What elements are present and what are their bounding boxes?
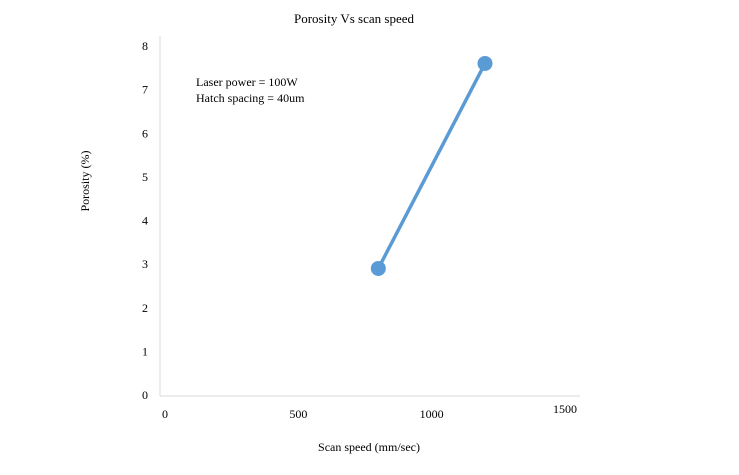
y-tick-label-0: 0 <box>142 388 148 402</box>
annotation-hatch-spacing: Hatch spacing = 40um <box>196 91 305 105</box>
series-line-0 <box>376 61 487 271</box>
y-tick-label-1: 1 <box>142 344 148 358</box>
y-tick-label-8: 8 <box>142 39 148 53</box>
y-axis-label: Porosity (%) <box>78 151 92 212</box>
x-tick-label-500: 500 <box>289 407 307 421</box>
x-tick-label-0: 0 <box>162 407 168 421</box>
y-tick-label-7: 7 <box>142 83 148 97</box>
data-point-0-0 <box>370 260 386 276</box>
y-tick-label-6: 6 <box>142 126 148 140</box>
y-tick-label-3: 3 <box>142 257 148 271</box>
chart-title: Porosity Vs scan speed <box>294 11 415 26</box>
x-tick-label-1500: 1500 <box>553 402 577 416</box>
data-point-0-1 <box>477 55 493 71</box>
y-tick-labels: 0 1 2 3 4 5 6 7 8 <box>142 39 148 402</box>
x-tick-labels: 0 500 1000 1500 <box>162 402 577 421</box>
y-tick-label-5: 5 <box>142 170 148 184</box>
x-tick-label-1000: 1000 <box>420 407 444 421</box>
y-tick-label-4: 4 <box>142 214 148 228</box>
x-axis-label: Scan speed (mm/sec) <box>318 440 420 454</box>
y-tick-label-2: 2 <box>142 301 148 315</box>
annotation-laser-power: Laser power = 100W <box>196 75 298 89</box>
series-layer <box>370 55 493 276</box>
